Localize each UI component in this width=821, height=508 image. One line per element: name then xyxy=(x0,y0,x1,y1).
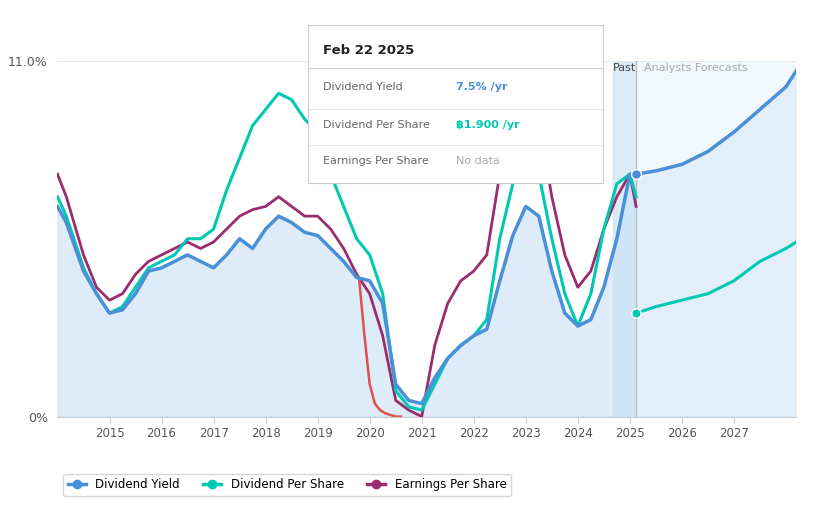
Text: Dividend Yield: Dividend Yield xyxy=(323,82,402,92)
Text: Earnings Per Share: Earnings Per Share xyxy=(323,156,429,166)
Text: Feb 22 2025: Feb 22 2025 xyxy=(323,44,414,57)
Legend: Dividend Yield, Dividend Per Share, Earnings Per Share: Dividend Yield, Dividend Per Share, Earn… xyxy=(63,473,511,496)
Point xyxy=(630,309,643,317)
Text: ฿1.900 /yr: ฿1.900 /yr xyxy=(456,120,519,130)
Text: No data: No data xyxy=(456,156,499,166)
Text: Past: Past xyxy=(612,62,636,73)
Text: Analysts Forecasts: Analysts Forecasts xyxy=(644,62,748,73)
Text: Dividend Per Share: Dividend Per Share xyxy=(323,120,429,130)
Point xyxy=(630,170,643,178)
Bar xyxy=(612,61,636,417)
Text: 7.5% /yr: 7.5% /yr xyxy=(456,82,507,92)
Bar xyxy=(636,61,796,417)
